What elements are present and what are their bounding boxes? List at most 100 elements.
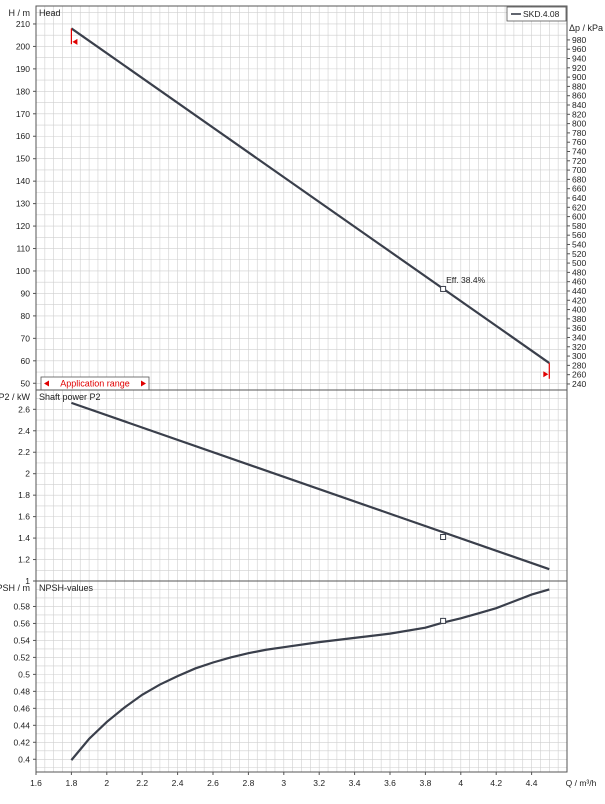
x-tick-label: 1.6 xyxy=(30,778,42,788)
y2-tick-label: 960 xyxy=(572,44,586,54)
x-tick-label: 2.8 xyxy=(242,778,254,788)
range-end-marker xyxy=(543,371,549,378)
y-tick-label: 200 xyxy=(16,41,30,51)
y-tick-label: 60 xyxy=(21,356,31,366)
y2-tick-label: 900 xyxy=(572,72,586,82)
y-tick-label: 0.52 xyxy=(13,652,30,662)
range-arrow-left-icon xyxy=(44,380,49,387)
power-panel: 1 1.2 1.4 1.6 1.8 2 2.2 2.4 2.6 Shaft power P2 P2 … xyxy=(0,389,568,586)
y-tick-label: 0.4 xyxy=(18,754,30,764)
y-tick-label: 110 xyxy=(16,244,30,254)
x-tick-label: 4.4 xyxy=(526,778,538,788)
y-tick-label: 0.44 xyxy=(13,720,30,730)
x-tick-label: 3.8 xyxy=(419,778,431,788)
y-tick-label: 50 xyxy=(21,378,31,388)
y2-tick-label: 700 xyxy=(572,165,586,175)
y2-tick-label: 580 xyxy=(572,221,586,231)
head-panel: 50 60 70 80 90 100 110 120 130 140 150 160 170 180 190… xyxy=(9,5,603,391)
x-tick-label: 4.2 xyxy=(490,778,502,788)
npsh-panel: 0.4 0.42 0.44 0.46 0.48 0.5 0.52 0.54 0.56 0.58 NP… xyxy=(0,580,568,773)
y-tick-label: 1.2 xyxy=(18,555,30,565)
y2-tick-label: 260 xyxy=(572,370,586,380)
y2-tick-label: 520 xyxy=(572,249,586,259)
y-tick-label: 1.8 xyxy=(18,490,30,500)
duty-point-marker xyxy=(440,617,447,624)
y2-tick-label: 380 xyxy=(572,314,586,324)
y2-tick-label: 680 xyxy=(572,174,586,184)
legend-box xyxy=(506,6,567,22)
panel-title: NPSH-values xyxy=(39,583,94,593)
y2-tick-label: 280 xyxy=(572,360,586,370)
y-tick-label: 150 xyxy=(16,154,30,164)
y2-tick-label: 720 xyxy=(572,156,586,166)
y2-tick-label: 320 xyxy=(572,342,586,352)
panel-frame xyxy=(35,580,568,773)
y-tick-label: 2.6 xyxy=(18,404,30,414)
y2-tick-label: 460 xyxy=(572,277,586,287)
y2-tick-label: 300 xyxy=(572,351,586,361)
y2-tick-label: 400 xyxy=(572,305,586,315)
npsh-curve xyxy=(70,588,550,761)
y-axis-label: NPSH / m xyxy=(0,583,30,593)
y-tick-label: 0.58 xyxy=(13,601,30,611)
y-tick-label: 210 xyxy=(16,19,30,29)
y-tick-label: 120 xyxy=(16,221,30,231)
y-tick-label: 0.56 xyxy=(13,618,30,628)
y2-tick-label: 800 xyxy=(572,119,586,129)
y2-tick-label: 760 xyxy=(572,137,586,147)
x-tick-label: 2.2 xyxy=(136,778,148,788)
x-tick-label: 3.2 xyxy=(313,778,325,788)
y-tick-label: 2 xyxy=(25,469,30,479)
x-tick-label: 1.8 xyxy=(65,778,77,788)
y-tick-label: 1.4 xyxy=(18,533,30,543)
y-tick-label: 140 xyxy=(16,176,30,186)
y-tick-label: 1.6 xyxy=(18,512,30,522)
y2-tick-label: 540 xyxy=(572,239,586,249)
y2-tick-label: 740 xyxy=(572,146,586,156)
range-arrow-right-icon xyxy=(141,380,146,387)
y-tick-label: 1 xyxy=(25,576,30,586)
duty-point-marker xyxy=(440,534,447,541)
y2-tick-label: 340 xyxy=(572,332,586,342)
y2-tick-label: 620 xyxy=(572,202,586,212)
range-start-marker xyxy=(72,38,78,45)
x-tick-label: 3.4 xyxy=(349,778,361,788)
y2-tick-label: 480 xyxy=(572,267,586,277)
legend-label: SKD.4.08 xyxy=(523,9,560,19)
y2-tick-label: 880 xyxy=(572,81,586,91)
y2-tick-label: 360 xyxy=(572,323,586,333)
x-tick-label: 2.4 xyxy=(172,778,184,788)
y2-tick-label: 600 xyxy=(572,212,586,222)
y-tick-label: 2.4 xyxy=(18,426,30,436)
y-tick-label: 90 xyxy=(21,288,31,298)
y-axis-label: P2 / kW xyxy=(0,392,30,402)
y-axis-label: H / m xyxy=(9,8,31,18)
x-axis: 1.6 1.8 2 2.2 2.4 2.6 2.8 3 3.2 3.4 3.6 3.8 4 4.2 4.4 Q… xyxy=(30,772,597,788)
y-tick-label: 0.54 xyxy=(13,635,30,645)
y-tick-label: 70 xyxy=(21,333,31,343)
efficiency-label: Eff. 38.4% xyxy=(446,275,486,285)
y-tick-label: 0.46 xyxy=(13,703,30,713)
y2-tick-label: 940 xyxy=(572,54,586,64)
y-tick-label: 0.48 xyxy=(13,686,30,696)
application-range-label: Application range xyxy=(60,379,130,389)
x-tick-label: 3.6 xyxy=(384,778,396,788)
power-curve xyxy=(71,401,550,571)
y-tick-label: 130 xyxy=(16,199,30,209)
y2-tick-label: 780 xyxy=(572,128,586,138)
y-tick-label: 180 xyxy=(16,86,30,96)
y2-tick-label: 820 xyxy=(572,109,586,119)
y-tick-label: 100 xyxy=(16,266,30,276)
y2-tick-label: 440 xyxy=(572,286,586,296)
y-tick-label: 190 xyxy=(16,64,30,74)
x-tick-label: 2.6 xyxy=(207,778,219,788)
y2-tick-label: 660 xyxy=(572,184,586,194)
y2-tick-label: 240 xyxy=(572,379,586,389)
y2-tick-label: 860 xyxy=(572,91,586,101)
y-tick-label: 160 xyxy=(16,131,30,141)
secondary-axis-label: Δp / kPa xyxy=(569,23,603,33)
panel-title: Head xyxy=(39,8,61,18)
y-tick-label: 170 xyxy=(16,109,30,119)
y2-tick-label: 500 xyxy=(572,258,586,268)
